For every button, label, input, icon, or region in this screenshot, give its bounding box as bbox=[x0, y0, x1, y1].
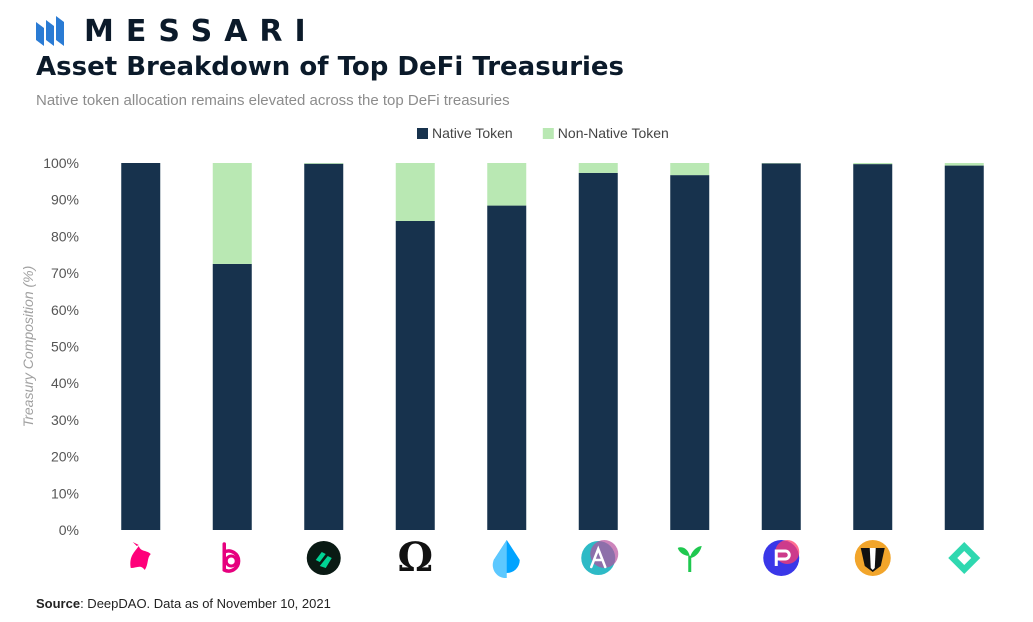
bar-non-native bbox=[853, 163, 893, 165]
y-tick-label: 30% bbox=[51, 412, 79, 428]
bar-non-native bbox=[944, 163, 984, 166]
bar-non-native bbox=[670, 163, 710, 176]
y-tick-label: 60% bbox=[51, 302, 79, 318]
compound-icon bbox=[306, 541, 341, 575]
y-tick-label: 50% bbox=[51, 339, 79, 355]
brand: MESSARI bbox=[36, 13, 318, 49]
bar-native bbox=[578, 172, 618, 530]
bar-native bbox=[761, 163, 801, 530]
y-tick-label: 80% bbox=[51, 228, 79, 244]
bar-native bbox=[121, 163, 161, 530]
bar-non-native bbox=[212, 163, 252, 264]
source-label: Source bbox=[36, 596, 81, 611]
y-tick-label: 20% bbox=[51, 449, 79, 465]
bar-native bbox=[853, 164, 893, 530]
omega-icon: Ω bbox=[397, 534, 433, 581]
bar-native bbox=[487, 205, 527, 530]
uniswap-icon bbox=[130, 542, 151, 570]
legend-label: Native Token bbox=[432, 125, 513, 141]
bar-non-native bbox=[578, 163, 618, 173]
bar-non-native bbox=[395, 163, 435, 221]
bar-native bbox=[212, 263, 252, 530]
sprout-icon bbox=[677, 546, 702, 572]
y-tick-label: 10% bbox=[51, 485, 79, 501]
source-note: Source: DeepDAO. Data as of November 10,… bbox=[36, 596, 331, 611]
badger-b-icon bbox=[222, 542, 241, 573]
brand-name: MESSARI bbox=[84, 13, 318, 49]
gem-icon bbox=[948, 542, 981, 574]
y-tick-label: 0% bbox=[59, 522, 79, 538]
source-text: : DeepDAO. Data as of November 10, 2021 bbox=[80, 596, 331, 611]
lido-drop-icon bbox=[492, 540, 520, 579]
bar-native bbox=[670, 175, 710, 530]
svg-text:Ω: Ω bbox=[397, 534, 433, 581]
legend: Native Token Non-Native Token bbox=[417, 125, 669, 141]
bar-native bbox=[395, 220, 435, 530]
legend-label: Non-Native Token bbox=[558, 125, 669, 141]
badger-dao-icon bbox=[854, 540, 891, 576]
chart-subtitle: Native token allocation remains elevated… bbox=[36, 92, 510, 109]
y-axis-title: Treasury Composition (%) bbox=[20, 266, 36, 428]
aave-icon bbox=[581, 540, 619, 575]
rari-icon bbox=[763, 540, 800, 576]
y-tick-label: 70% bbox=[51, 265, 79, 281]
bar-non-native bbox=[487, 163, 527, 206]
y-tick-label: 40% bbox=[51, 375, 79, 391]
legend-swatch bbox=[542, 128, 554, 139]
y-tick-label: 90% bbox=[51, 192, 79, 208]
messari-logo-icon bbox=[36, 16, 64, 46]
chart-title: Asset Breakdown of Top DeFi Treasuries bbox=[36, 52, 625, 82]
y-tick-label: 100% bbox=[43, 155, 79, 171]
bar-non-native bbox=[304, 163, 344, 164]
bar-native bbox=[304, 163, 344, 530]
bar-native bbox=[944, 165, 984, 530]
legend-swatch bbox=[417, 128, 428, 139]
